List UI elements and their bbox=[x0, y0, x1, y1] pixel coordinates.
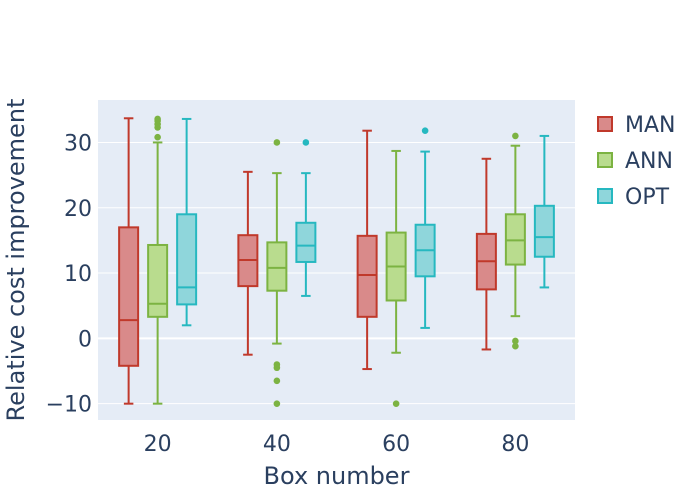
outlier-point bbox=[512, 342, 519, 350]
box-iqr bbox=[533, 204, 555, 258]
legend-label-man: MAN bbox=[625, 113, 676, 138]
y-tick-label: 10 bbox=[64, 262, 92, 287]
y-axis-title: Relative cost improvement bbox=[2, 99, 30, 422]
box-man-40 bbox=[237, 170, 259, 356]
box-ann-60 bbox=[385, 149, 407, 407]
outlier-point bbox=[302, 139, 310, 146]
box-iqr bbox=[147, 243, 169, 318]
outlier-point bbox=[273, 400, 281, 407]
box-opt-60 bbox=[414, 127, 436, 329]
outlier-point bbox=[392, 400, 400, 407]
box-man-20 bbox=[118, 117, 140, 405]
box-opt-80 bbox=[533, 134, 555, 289]
x-tick-label: 20 bbox=[144, 432, 172, 457]
legend-swatch-man bbox=[597, 116, 613, 132]
outlier-point bbox=[512, 337, 519, 345]
box-iqr bbox=[356, 234, 378, 318]
outlier-point bbox=[154, 133, 161, 141]
box-iqr bbox=[266, 241, 288, 292]
x-tick-labels: 20 40 60 80 bbox=[144, 432, 530, 457]
y-tick-labels: −10 0 10 20 30 bbox=[46, 131, 92, 417]
outlier-point bbox=[273, 139, 281, 146]
box-iqr bbox=[176, 213, 198, 306]
box-ann-20 bbox=[147, 115, 169, 405]
outlier-point bbox=[273, 364, 281, 372]
x-axis-title: Box number bbox=[264, 462, 410, 490]
box-ann-40 bbox=[266, 139, 288, 407]
plot-background bbox=[98, 100, 575, 420]
legend-swatch-opt bbox=[597, 188, 613, 204]
y-tick-label: 20 bbox=[64, 197, 92, 222]
outlier-point bbox=[421, 127, 429, 134]
box-opt-40 bbox=[295, 139, 317, 297]
box-ann-80 bbox=[504, 132, 526, 350]
x-tick-label: 40 bbox=[263, 432, 291, 457]
outlier-point bbox=[512, 132, 519, 140]
box-iqr bbox=[295, 221, 317, 263]
box-man-60 bbox=[356, 129, 378, 371]
legend-swatch-ann bbox=[597, 152, 613, 168]
legend: MAN ANN OPT bbox=[597, 113, 676, 210]
x-tick-label: 60 bbox=[382, 432, 410, 457]
box-iqr bbox=[118, 226, 140, 367]
box-man-80 bbox=[475, 157, 497, 351]
outlier-point bbox=[154, 115, 161, 123]
outlier-point bbox=[273, 377, 281, 385]
box-opt-20 bbox=[176, 117, 198, 327]
y-tick-label: 30 bbox=[64, 131, 92, 156]
legend-label-ann: ANN bbox=[625, 149, 673, 174]
legend-label-opt: OPT bbox=[625, 185, 670, 210]
box-series bbox=[118, 115, 555, 407]
y-tick-label: 0 bbox=[78, 327, 92, 352]
y-tick-label: −10 bbox=[46, 393, 92, 418]
x-tick-label: 80 bbox=[501, 432, 529, 457]
